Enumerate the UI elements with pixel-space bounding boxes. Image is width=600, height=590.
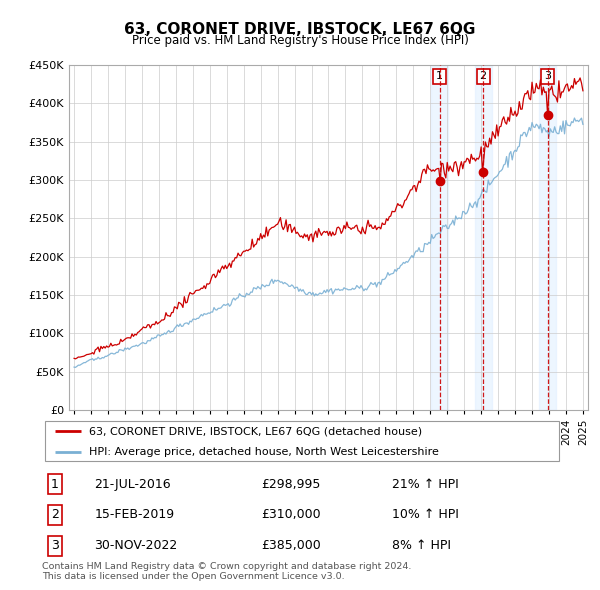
Text: £385,000: £385,000 <box>261 539 321 552</box>
Text: 21-JUL-2016: 21-JUL-2016 <box>94 478 171 491</box>
Text: Price paid vs. HM Land Registry's House Price Index (HPI): Price paid vs. HM Land Registry's House … <box>131 34 469 47</box>
Text: Contains HM Land Registry data © Crown copyright and database right 2024.: Contains HM Land Registry data © Crown c… <box>42 562 412 571</box>
Bar <box>475 65 491 410</box>
Text: 1: 1 <box>436 71 443 81</box>
Text: 21% ↑ HPI: 21% ↑ HPI <box>392 478 458 491</box>
Text: 3: 3 <box>544 71 551 81</box>
Text: £310,000: £310,000 <box>261 508 321 521</box>
Text: 63, CORONET DRIVE, IBSTOCK, LE67 6QG: 63, CORONET DRIVE, IBSTOCK, LE67 6QG <box>124 22 476 37</box>
Text: 2: 2 <box>479 71 487 81</box>
Text: £298,995: £298,995 <box>261 478 320 491</box>
FancyBboxPatch shape <box>44 421 559 461</box>
Bar <box>539 65 556 410</box>
Text: 1: 1 <box>51 478 59 491</box>
Text: HPI: Average price, detached house, North West Leicestershire: HPI: Average price, detached house, Nort… <box>89 447 439 457</box>
Bar <box>431 65 448 410</box>
Text: This data is licensed under the Open Government Licence v3.0.: This data is licensed under the Open Gov… <box>42 572 344 581</box>
Text: 3: 3 <box>51 539 59 552</box>
Text: 15-FEB-2019: 15-FEB-2019 <box>94 508 175 521</box>
Text: 8% ↑ HPI: 8% ↑ HPI <box>392 539 451 552</box>
Text: 63, CORONET DRIVE, IBSTOCK, LE67 6QG (detached house): 63, CORONET DRIVE, IBSTOCK, LE67 6QG (de… <box>89 427 422 436</box>
Text: 30-NOV-2022: 30-NOV-2022 <box>94 539 178 552</box>
Text: 10% ↑ HPI: 10% ↑ HPI <box>392 508 458 521</box>
Text: 2: 2 <box>51 508 59 521</box>
